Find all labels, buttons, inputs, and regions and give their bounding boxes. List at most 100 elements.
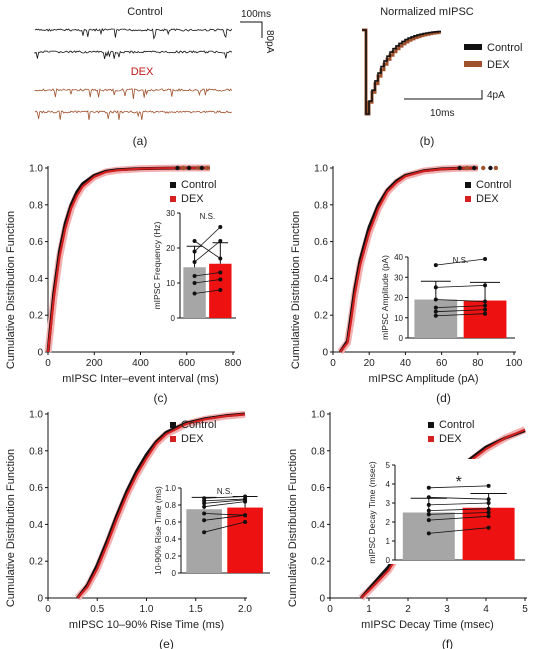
inset-bar-chart: 0 10 20 30 40 mIPSC Amplitude (pA) N.S.	[378, 251, 519, 343]
inset-y-tick-label: 0.4	[165, 535, 177, 544]
y-tick-label: 0.4	[314, 274, 328, 285]
y-tick-label: 1.0	[314, 164, 328, 175]
control-cell-point	[202, 501, 207, 506]
legend-dex-label: DEX	[181, 433, 204, 445]
tail-point	[457, 165, 462, 171]
control-cell-point	[433, 305, 438, 310]
y-tick-label: 0.2	[29, 557, 43, 568]
x-axis-label: mIPSC 10–90% Rise Time (ms)	[69, 619, 224, 631]
paired-line	[428, 527, 489, 534]
control-cell-point	[426, 485, 431, 490]
dex-cell-point	[243, 499, 248, 504]
control-cell-point	[202, 530, 207, 535]
x-tick-label: 2.0	[238, 604, 252, 615]
panel-b: Normalized mIPSC Control DEX 10ms 4pA (b…	[362, 6, 522, 148]
x-tick-label: 800	[225, 358, 242, 369]
x-tick-label: 5	[522, 604, 528, 615]
legend-control-label: Control	[439, 419, 474, 431]
dex-cell-point	[243, 520, 248, 524]
control-cell-point	[426, 508, 431, 513]
y-tick-label: 0.2	[311, 557, 325, 568]
tail-point	[175, 165, 180, 171]
y-tick-label: 0.6	[311, 483, 325, 494]
y-tick-label: 0.2	[29, 311, 43, 322]
legend-control-swatch	[170, 182, 176, 188]
tail-point	[186, 165, 192, 171]
control-cell-point	[433, 285, 438, 290]
inset-y-tick-label: 3	[386, 499, 391, 508]
legend-b-control-swatch	[464, 44, 482, 50]
dex-cdf-line	[76, 413, 246, 599]
control-cell-point	[426, 495, 431, 500]
y-axis-label: Cumulative Distribution Function	[290, 211, 302, 369]
inset-y-tick-label: 20	[394, 294, 403, 303]
significance-label: N.S.	[217, 487, 233, 496]
legend-b-dex-label: DEX	[487, 59, 510, 71]
trace-row-3	[34, 88, 233, 99]
y-tick-label: 0.6	[29, 483, 43, 494]
control-cell-point	[202, 511, 207, 516]
dex-cell-point	[218, 225, 223, 229]
control-cell-point	[426, 502, 431, 507]
legend-dex-swatch	[170, 436, 176, 442]
caption-c: (c)	[154, 391, 168, 405]
panel-a: Control DEX 100ms 80pA (a)	[34, 6, 275, 148]
paired-line	[435, 309, 486, 313]
x-tick-label: 40	[400, 358, 412, 369]
inset-y-tick-label: 0.2	[165, 552, 177, 561]
inset-y-tick-label: 0.6	[165, 518, 177, 527]
paired-line	[204, 498, 246, 502]
control-cell-point	[433, 309, 438, 314]
legend-dex-label: DEX	[439, 433, 462, 445]
x-tick-label: 20	[364, 358, 376, 369]
dex-cell-point	[483, 311, 488, 316]
x-axis-label: mIPSC Inter–event interval (ms)	[62, 373, 219, 385]
inset-y-tick-label: 0.8	[165, 501, 177, 510]
dex-cell-point	[243, 513, 248, 518]
legend-control-label: Control	[476, 179, 511, 191]
inset-y-tick-label: 10	[394, 314, 403, 323]
x-tick-label: 80	[472, 358, 484, 369]
y-tick-label: 0	[322, 348, 328, 359]
control-cell-point	[202, 504, 207, 509]
dex-cdf-line	[339, 166, 478, 353]
scale-amp-a: 80pA	[264, 30, 275, 54]
paired-line	[204, 501, 246, 508]
raw-traces	[34, 27, 233, 121]
dex-cell-point	[218, 256, 223, 261]
inset-y-tick-label: 5	[386, 461, 391, 470]
y-tick-label: 0.4	[29, 274, 43, 285]
x-axis-label: mIPSC Amplitude (pA)	[368, 373, 478, 385]
inset-y-tick-label: 10	[166, 279, 175, 288]
tail-point	[181, 165, 186, 171]
legend-dex-swatch	[428, 436, 434, 442]
inset-y-axis-label: mIPSC Amplitude (pA)	[380, 255, 390, 340]
legend-control-swatch	[465, 182, 471, 188]
paired-line	[194, 272, 221, 277]
scale-time-b: 10ms	[430, 108, 454, 119]
dex-cell-point	[486, 506, 491, 511]
paired-line	[435, 258, 486, 266]
inset-bar-chart: 0 10 20 30 mIPSC Frequency (Hz) N.S.	[150, 207, 240, 323]
control-trace-label: Control	[127, 6, 162, 18]
y-axis-label: Cumulative Distribution Function	[5, 449, 17, 607]
panel-e: 0 0.5 1.0 1.5 2.0 0 0.2 0.4 0.6 0.8 1.0 mIPSC 10–90…	[5, 410, 274, 649]
paired-line	[435, 305, 486, 309]
y-tick-label: 0.4	[29, 520, 43, 531]
inset-bar-chart: 0 1 2 3 4 5 mIPSC Decay Time (msec) *	[365, 459, 529, 565]
x-tick-label: 1.5	[189, 604, 203, 615]
x-tick-label: 3	[444, 604, 450, 615]
tail-point	[199, 165, 204, 171]
significance-label: *	[456, 474, 462, 491]
control-cell-point	[192, 291, 197, 296]
panel-f: 0 1 2 3 4 5 0 0.2 0.4 0.6 0.8 1.0 mIPSC Decay Time (…	[287, 410, 529, 649]
paired-line	[194, 240, 221, 263]
paired-line	[204, 499, 246, 504]
trace-row-2	[34, 49, 233, 59]
y-tick-label: 0.4	[311, 520, 325, 531]
paired-line	[435, 313, 486, 317]
tail-point	[205, 165, 210, 171]
